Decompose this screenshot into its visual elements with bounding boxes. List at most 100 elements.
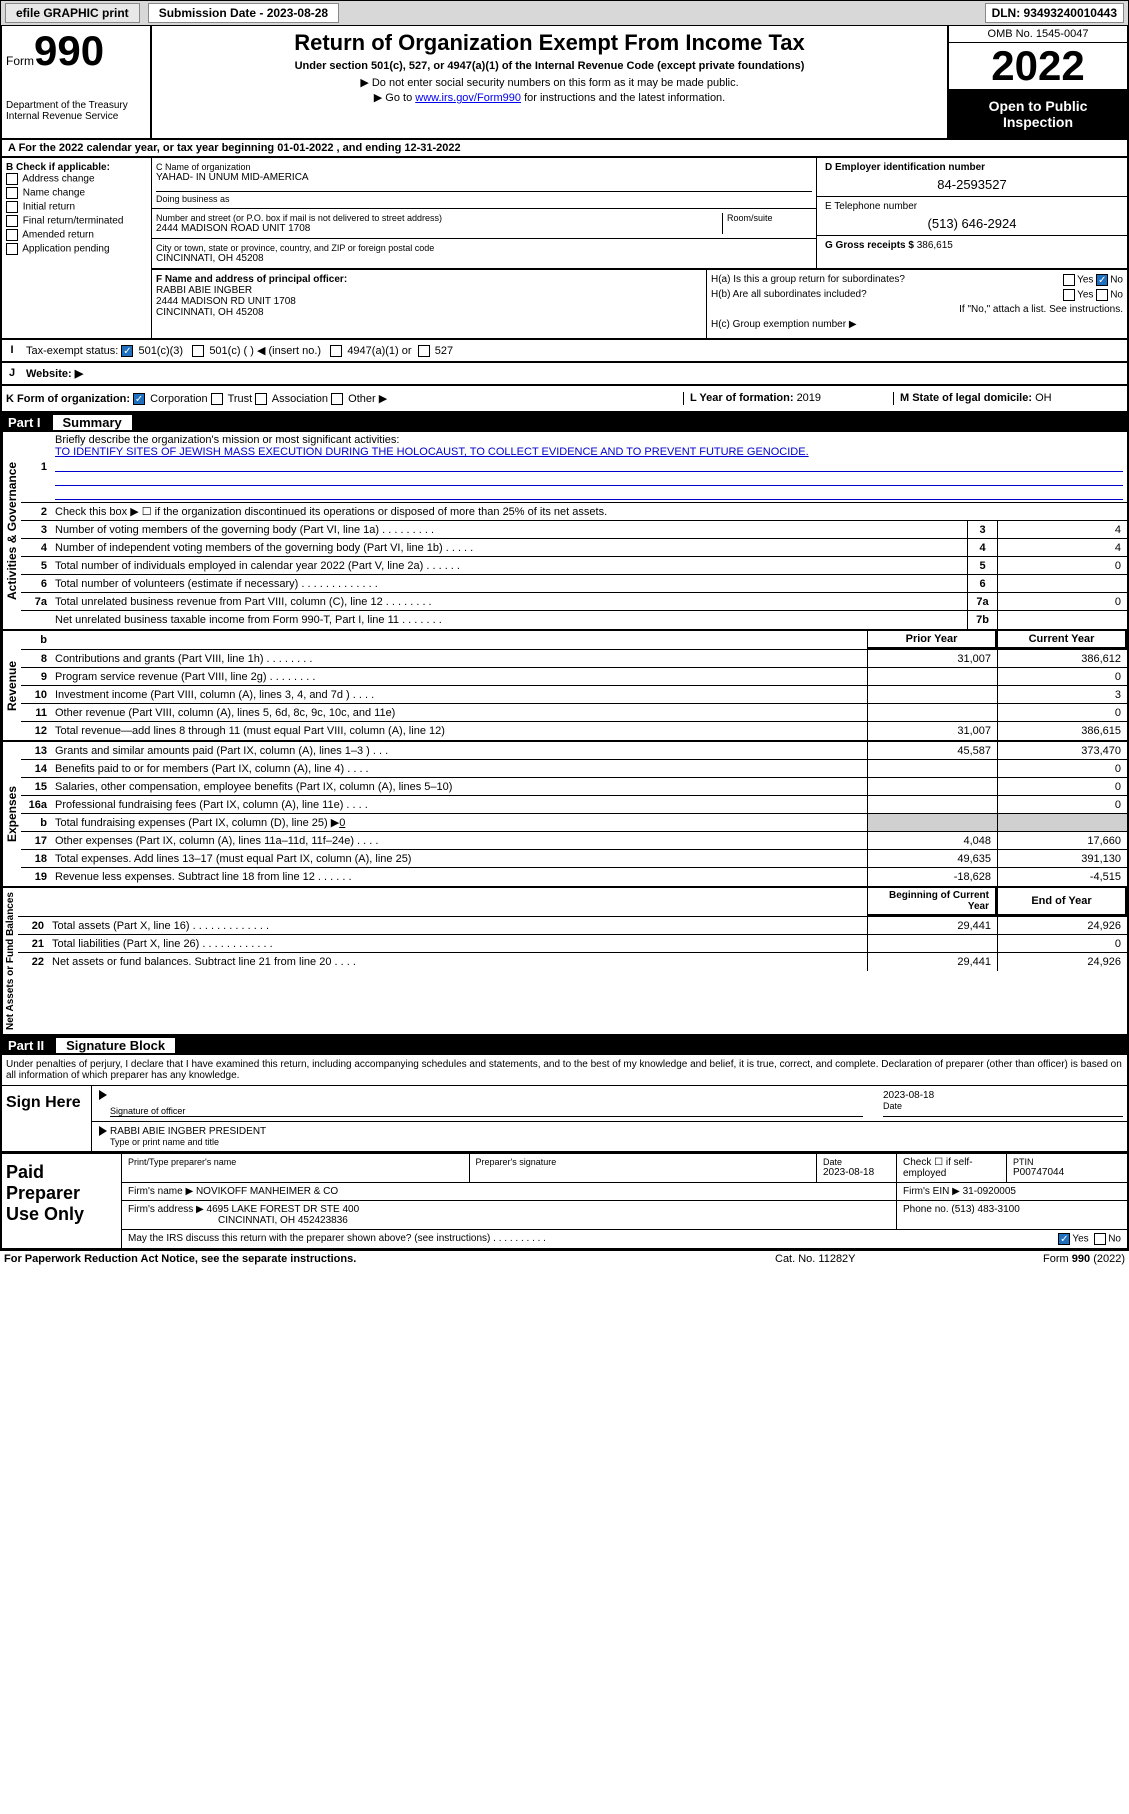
dept-label: Department of the Treasury Internal Reve… (6, 100, 146, 122)
line7a: Total unrelated business revenue from Pa… (51, 594, 967, 610)
bcy-hdr: Beginning of Current Year (867, 888, 997, 916)
line6: Total number of volunteers (estimate if … (51, 576, 967, 592)
phone-label: E Telephone number (825, 201, 1119, 212)
firm-phone: (513) 483-3100 (951, 1204, 1019, 1215)
part2-title: Signature Block (56, 1038, 175, 1053)
paid-preparer-block: Paid Preparer Use Only Print/Type prepar… (0, 1153, 1129, 1250)
chk-501c3[interactable]: ✓ (121, 345, 133, 357)
line3-val: 4 (997, 521, 1127, 538)
tab-revenue: Revenue (2, 631, 21, 740)
line6-val (997, 575, 1127, 592)
chk-app-pending[interactable]: Application pending (6, 243, 147, 255)
chk-4947[interactable] (330, 345, 342, 357)
line7b: Net unrelated business taxable income fr… (51, 612, 967, 628)
form-subtitle: Under section 501(c), 527, or 4947(a)(1)… (160, 60, 939, 72)
line18: Total expenses. Add lines 13–17 (must eq… (51, 851, 867, 867)
prep-name-label: Print/Type preparer's name (128, 1157, 463, 1167)
part1-header: Part I Summary (0, 413, 1129, 432)
header-left: Form990 Department of the Treasury Inter… (2, 26, 152, 138)
line22: Net assets or fund balances. Subtract li… (48, 954, 867, 970)
section-expenses: Expenses 13Grants and similar amounts pa… (0, 742, 1129, 888)
box-b: B Check if applicable: Address change Na… (2, 158, 152, 338)
ein-value: 84-2593527 (825, 177, 1119, 192)
line5: Total number of individuals employed in … (51, 558, 967, 574)
line5-val: 0 (997, 557, 1127, 574)
efile-print-button[interactable]: efile GRAPHIC print (5, 3, 140, 23)
tax-status-label: Tax-exempt status: (26, 345, 118, 357)
firm-addr1: 4695 LAKE FOREST DR STE 400 (207, 1204, 360, 1215)
chk-trust[interactable] (211, 393, 223, 405)
form-header: Form990 Department of the Treasury Inter… (0, 26, 1129, 140)
gross-value: 386,615 (917, 240, 953, 251)
sig-declaration: Under penalties of perjury, I declare th… (2, 1055, 1127, 1085)
box-cdegh: C Name of organization YAHAD- IN UNUM MI… (152, 158, 1127, 338)
note-ssn: ▶ Do not enter social security numbers o… (160, 76, 939, 89)
chk-527[interactable] (418, 345, 430, 357)
line2: Check this box ▶ ☐ if the organization d… (51, 503, 1127, 520)
ptin: P00747044 (1013, 1167, 1121, 1178)
signature-block: Under penalties of perjury, I declare th… (0, 1055, 1129, 1153)
tab-netassets: Net Assets or Fund Balances (2, 888, 18, 1034)
form-org-label: K Form of organization: (6, 393, 130, 405)
line20: Total assets (Part X, line 16) . . . . .… (48, 918, 867, 934)
chk-501c[interactable] (192, 345, 204, 357)
officer-label: F Name and address of principal officer: (156, 274, 347, 285)
current-year-hdr: Current Year (997, 631, 1127, 649)
eoy-hdr: End of Year (997, 888, 1127, 916)
line7a-val: 0 (997, 593, 1127, 610)
hc-label: H(c) Group exemption number ▶ (711, 319, 1123, 330)
box-h: H(a) Is this a group return for subordin… (707, 270, 1127, 338)
dba-label: Doing business as (156, 194, 812, 204)
chk-assoc[interactable] (255, 393, 267, 405)
ein-label: D Employer identification number (825, 162, 1119, 173)
ha-label: H(a) Is this a group return for subordin… (711, 274, 905, 285)
form-number: 990 (34, 27, 104, 74)
row-j: J Website: ▶ (0, 363, 1129, 386)
org-name: YAHAD- IN UNUM MID-AMERICA (156, 172, 812, 183)
paid-label: Paid Preparer Use Only (2, 1154, 122, 1248)
prep-selfemp[interactable]: Check ☐ if self-employed (897, 1154, 1007, 1182)
part2-header: Part II Signature Block (0, 1036, 1129, 1055)
chk-other[interactable] (331, 393, 343, 405)
chk-discuss-yes[interactable]: ✓ (1058, 1233, 1070, 1245)
header-right: OMB No. 1545-0047 2022 Open to Public In… (947, 26, 1127, 138)
arrow-icon (99, 1090, 107, 1100)
officer-addr2: CINCINNATI, OH 45208 (156, 307, 264, 318)
line4-val: 4 (997, 539, 1127, 556)
line15: Salaries, other compensation, employee b… (51, 779, 867, 795)
firm-ein: 31-0920005 (963, 1186, 1016, 1197)
line16b: Total fundraising expenses (Part IX, col… (55, 817, 339, 829)
row-a-tax-year: A For the 2022 calendar year, or tax yea… (0, 140, 1129, 158)
chk-initial-return[interactable]: Initial return (6, 201, 147, 213)
box-f: F Name and address of principal officer:… (152, 270, 707, 338)
note-link: ▶ Go to www.irs.gov/Form990 for instruct… (160, 91, 939, 104)
irs-link[interactable]: www.irs.gov/Form990 (415, 92, 521, 104)
sig-date-label: Date (883, 1101, 1123, 1111)
chk-name-change[interactable]: Name change (6, 187, 147, 199)
tab-expenses: Expenses (2, 742, 21, 886)
line21: Total liabilities (Part X, line 26) . . … (48, 936, 867, 952)
line9: Program service revenue (Part VIII, line… (51, 669, 867, 685)
line4: Number of independent voting members of … (51, 540, 967, 556)
arrow-icon (99, 1126, 107, 1136)
domicile: OH (1035, 392, 1052, 404)
chk-amended[interactable]: Amended return (6, 229, 147, 241)
addr-value: 2444 MADISON ROAD UNIT 1708 (156, 223, 722, 234)
chk-corp[interactable]: ✓ (133, 393, 145, 405)
tab-governance: Activities & Governance (2, 432, 21, 629)
sig-date: 2023-08-18 (883, 1090, 1123, 1101)
section-governance: Activities & Governance 1 Briefly descri… (0, 432, 1129, 631)
prior-year-hdr: Prior Year (867, 631, 997, 649)
chk-final-return[interactable]: Final return/terminated (6, 215, 147, 227)
form-word: Form (6, 54, 34, 68)
section-netassets: Net Assets or Fund Balances Beginning of… (0, 888, 1129, 1036)
prep-date: 2023-08-18 (823, 1167, 890, 1178)
chk-address-change[interactable]: Address change (6, 173, 147, 185)
firm-name: NOVIKOFF MANHEIMER & CO (196, 1186, 338, 1197)
chk-discuss-no[interactable] (1094, 1233, 1106, 1245)
part2-num: Part II (8, 1038, 44, 1053)
line16a: Professional fundraising fees (Part IX, … (51, 797, 867, 813)
mission-text: TO IDENTIFY SITES OF JEWISH MASS EXECUTI… (55, 446, 809, 458)
footer-cat: Cat. No. 11282Y (775, 1253, 975, 1265)
hb-note: If "No," attach a list. See instructions… (711, 304, 1123, 315)
